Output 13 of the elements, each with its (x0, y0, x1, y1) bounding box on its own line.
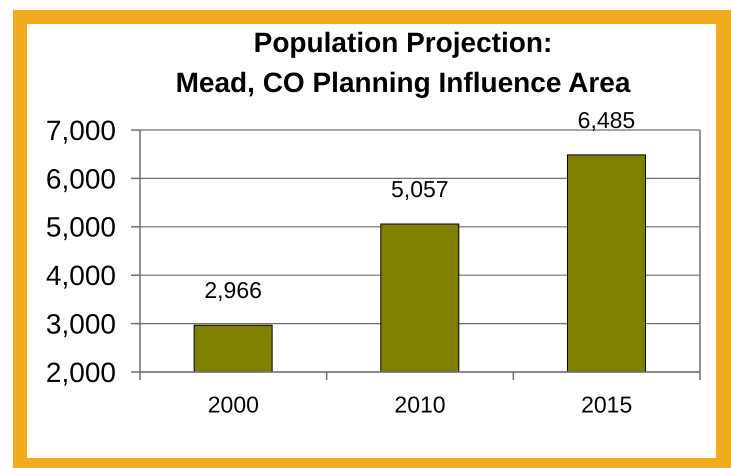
data-label: 6,485 (578, 106, 636, 133)
y-tick-label: 4,000 (46, 260, 116, 292)
x-tick-label: 2015 (581, 391, 632, 418)
x-tick-label: 2010 (394, 391, 446, 418)
y-tick-label: 2,000 (46, 356, 116, 388)
chart-title: Population Projection: Mead, CO Planning Influence Area (174, 26, 632, 100)
y-tick-label: 3,000 (46, 308, 116, 340)
y-tick-label: 7,000 (46, 114, 116, 146)
data-label: 5,057 (391, 176, 449, 202)
y-tick-label: 6,000 (46, 163, 116, 194)
y-tick-label: 5,000 (46, 212, 116, 243)
data-label: 2,966 (204, 277, 262, 304)
x-tick-label: 2000 (208, 391, 259, 418)
